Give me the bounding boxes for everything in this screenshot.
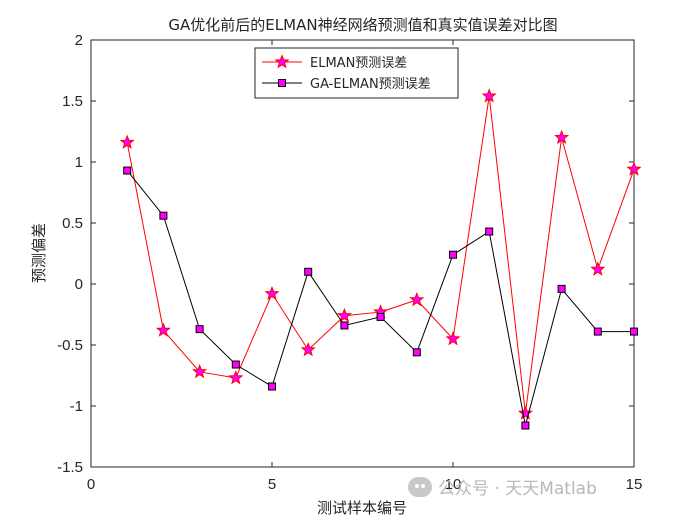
data-point-square bbox=[278, 79, 286, 87]
data-point-square bbox=[593, 327, 602, 336]
legend-box bbox=[254, 47, 459, 99]
data-point-star bbox=[554, 129, 570, 144]
data-point-star bbox=[590, 261, 606, 276]
y-tick-label: 1 bbox=[75, 154, 83, 171]
legend-label: ELMAN预测误差 bbox=[310, 56, 407, 71]
x-axis-label: 测试样本编号 bbox=[317, 499, 407, 517]
data-point-square bbox=[195, 325, 204, 334]
data-point-square bbox=[630, 327, 638, 336]
wechat-icon bbox=[408, 476, 432, 497]
data-point-star bbox=[336, 307, 352, 323]
data-point-star bbox=[192, 363, 208, 379]
data-point-square bbox=[485, 227, 494, 236]
watermark-text: 公众号 · 天天Matlab bbox=[438, 479, 597, 499]
series-layer bbox=[119, 88, 642, 430]
data-point-square bbox=[412, 348, 421, 357]
axis-ticks: 0 5 10 15 -1.5 -1 -0.5 0 0.5 1 1.5 2 bbox=[57, 32, 642, 493]
x-tick-label: 10 bbox=[445, 476, 462, 493]
x-tick-label: 15 bbox=[626, 476, 643, 493]
data-point-star bbox=[517, 405, 533, 420]
data-point-star bbox=[445, 331, 461, 346]
y-tick-label: -1 bbox=[70, 398, 83, 415]
x-tick-label: 0 bbox=[87, 476, 95, 493]
data-point-square bbox=[557, 284, 566, 293]
y-tick-label: 1.5 bbox=[62, 93, 83, 110]
data-point-star bbox=[481, 88, 497, 103]
legend-item-2: GA-ELMAN预测误差 bbox=[262, 77, 431, 92]
data-point-star bbox=[626, 161, 642, 176]
legend-item-1: ELMAN预测误差 bbox=[262, 54, 407, 71]
y-tick-label: 0 bbox=[75, 276, 83, 293]
series-1 bbox=[119, 88, 642, 420]
legend: ELMAN预测误差 GA-ELMAN预测误差 bbox=[254, 47, 459, 99]
watermark: 公众号 · 天天Matlab bbox=[408, 474, 597, 499]
data-point-star bbox=[409, 291, 425, 307]
chart-title: GA优化前后的ELMAN神经网络预测值和真实值误差对比图 bbox=[168, 16, 557, 34]
data-point-square bbox=[521, 421, 530, 430]
data-point-star bbox=[119, 134, 135, 149]
data-point-star bbox=[264, 285, 280, 301]
data-point-square bbox=[376, 312, 385, 321]
y-tick-label: 0.5 bbox=[62, 215, 83, 232]
data-point-square bbox=[340, 321, 349, 330]
data-point-square bbox=[449, 250, 457, 259]
y-axis-label: 预测偏差 bbox=[30, 223, 48, 283]
data-point-star bbox=[300, 342, 316, 357]
data-point-star bbox=[155, 322, 171, 337]
legend-label: GA-ELMAN预测误差 bbox=[310, 77, 431, 92]
y-tick-label: -0.5 bbox=[57, 337, 83, 354]
x-tick-label: 5 bbox=[268, 476, 276, 493]
y-tick-label: -1.5 bbox=[57, 459, 83, 476]
data-point-square bbox=[304, 267, 313, 276]
data-point-square bbox=[231, 360, 240, 369]
data-point-square bbox=[159, 211, 168, 220]
series-2 bbox=[123, 166, 638, 430]
y-tick-label: 2 bbox=[75, 32, 83, 49]
data-point-star bbox=[228, 370, 244, 385]
data-point-square bbox=[268, 382, 276, 391]
plot-area bbox=[90, 39, 635, 468]
data-point-star bbox=[274, 54, 290, 69]
data-point-square bbox=[123, 166, 132, 175]
